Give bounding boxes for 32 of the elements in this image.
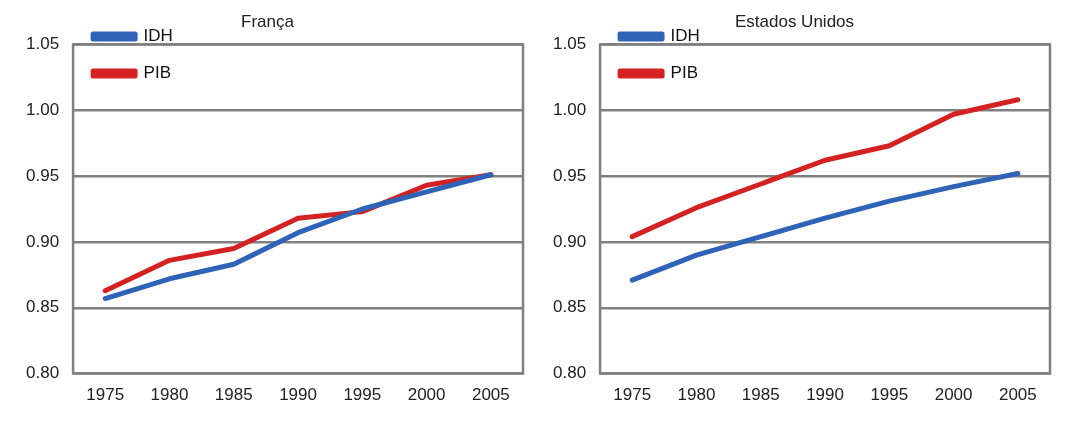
x-tick-label: 1985 [741,385,780,405]
x-tick-label: 2000 [934,385,973,405]
y-tick-label: 0.80 [552,363,587,383]
legend-label: IDH [670,26,700,46]
x-tick-label: 1990 [806,385,844,405]
x-tick-label: 1990 [279,385,317,405]
x-tick-label: 1980 [677,385,716,405]
y-tick-label: 1.05 [552,34,587,54]
legend-label: PIB [143,63,171,83]
y-tick-label: 1.00 [25,99,60,119]
x-tick-label: 2005 [998,385,1037,405]
chart-title: França [241,11,295,31]
legend-label: PIB [670,63,698,83]
y-tick-label: 0.85 [25,297,60,317]
x-tick-label: 1975 [613,385,652,405]
x-tick-label: 1975 [86,385,125,405]
y-tick-label: 0.95 [25,165,60,185]
y-tick-label: 1.05 [25,34,60,54]
legend-label: IDH [143,26,173,46]
y-tick-label: 0.90 [552,231,587,251]
x-tick-label: 1985 [214,385,253,405]
x-tick-label: 2005 [471,385,510,405]
x-tick-label: 1995 [343,385,382,405]
y-tick-label: 0.90 [25,231,60,251]
y-tick-label: 1.00 [552,99,587,119]
y-tick-label: 0.85 [552,297,587,317]
y-tick-label: 0.95 [552,165,587,185]
y-tick-label: 0.80 [25,363,60,383]
x-tick-label: 1995 [870,385,909,405]
x-tick-label: 1980 [150,385,189,405]
x-tick-label: 2000 [407,385,446,405]
chart-title: Estados Unidos [734,11,855,31]
